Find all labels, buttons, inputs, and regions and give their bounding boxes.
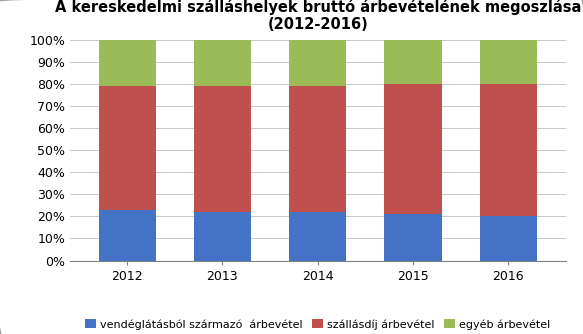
Bar	[480, 40, 537, 84]
Bar	[384, 40, 442, 84]
Bar	[289, 87, 346, 212]
Bar	[99, 210, 156, 261]
Bar	[384, 214, 442, 261]
Bar	[99, 87, 156, 210]
Bar	[384, 84, 442, 214]
Title: A kereskedelmi szálláshelyek bruttó árbevételének megoszlása
(2012-2016): A kereskedelmi szálláshelyek bruttó árbe…	[55, 0, 581, 32]
Bar	[194, 87, 251, 212]
Bar	[480, 216, 537, 261]
Bar	[289, 40, 346, 87]
Legend: vendéglátásból származó  árbevétel, szállásdíj árbevétel, egyéb árbevétel: vendéglátásból származó árbevétel, száll…	[80, 315, 555, 334]
Bar	[480, 84, 537, 216]
Bar	[99, 40, 156, 87]
Bar	[194, 212, 251, 261]
Bar	[194, 40, 251, 87]
Bar	[289, 212, 346, 261]
